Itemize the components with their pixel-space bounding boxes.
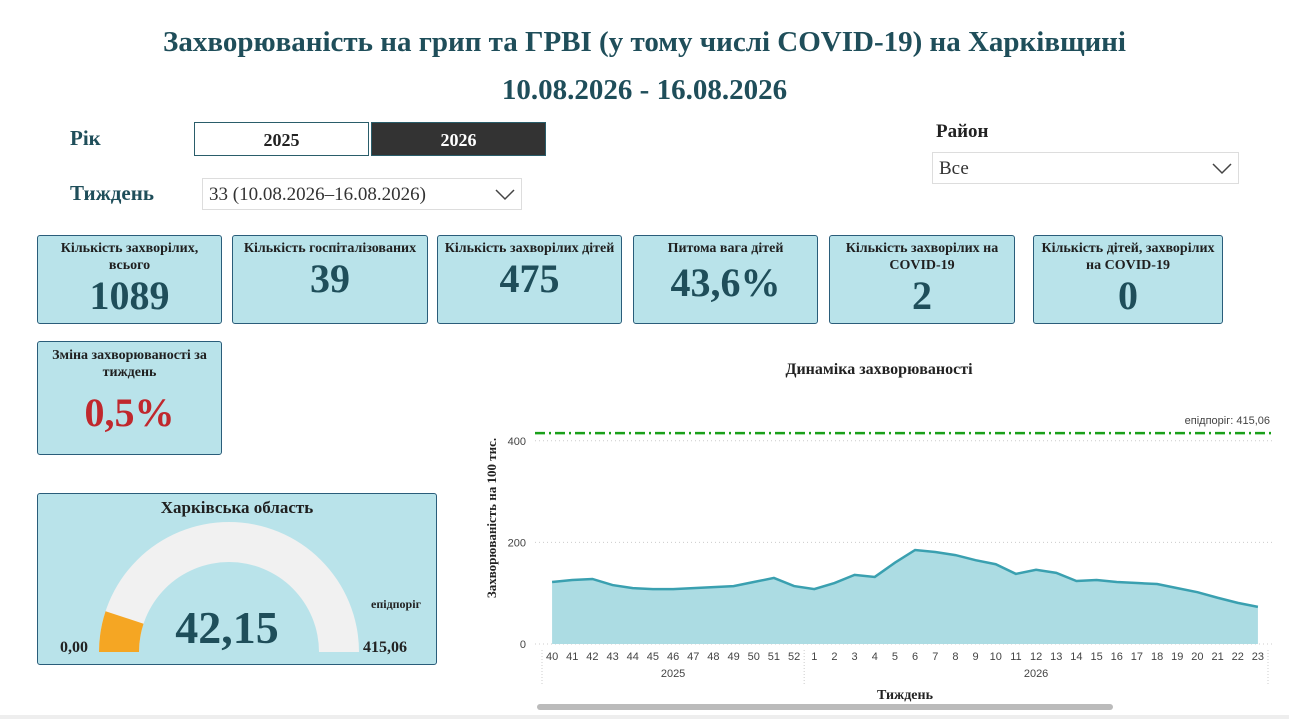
x-tick-label: 15 xyxy=(1090,651,1102,663)
week-dropdown[interactable]: 33 (10.08.2026–16.08.2026) xyxy=(202,178,522,210)
x-tick-label: 23 xyxy=(1252,651,1264,663)
kpi-card: Кількість дітей, захворілих на COVID-19 0 xyxy=(1033,235,1223,324)
scrollbar[interactable] xyxy=(537,704,1113,710)
x-tick-label: 9 xyxy=(973,651,979,663)
year-label: Рік xyxy=(70,126,101,150)
kpi-label: Кількість госпіталізованих xyxy=(243,241,417,256)
threshold-label: епідпоріг: 415,06 xyxy=(1185,415,1270,427)
area-fill xyxy=(552,550,1258,644)
kpi-value: 0 xyxy=(1118,273,1138,318)
x-tick-label: 21 xyxy=(1211,651,1223,663)
x-tick-label: 43 xyxy=(606,651,618,663)
kpi-value: 2 xyxy=(912,273,932,318)
bottom-border xyxy=(0,715,1289,719)
y-tick-label: 400 xyxy=(508,436,526,448)
y-axis-title: Захворюваність на 100 тис. xyxy=(484,438,499,598)
kpi-label: Кількість захворілих, всього xyxy=(60,241,199,273)
kpi-label: Питома вага дітей xyxy=(667,241,784,256)
x-tick-label: 2 xyxy=(831,651,837,663)
x-tick-label: 4 xyxy=(872,651,878,663)
week-label: Тиждень xyxy=(70,181,154,205)
x-tick-label: 46 xyxy=(667,651,679,663)
year-button[interactable]: 2025 xyxy=(194,122,369,156)
x-tick-label: 18 xyxy=(1151,651,1163,663)
x-tick-label: 10 xyxy=(990,651,1002,663)
x-tick-label: 50 xyxy=(748,651,760,663)
chevron xyxy=(495,189,515,201)
year-button-selected[interactable]: 2026 xyxy=(371,122,546,156)
x-tick-label: 19 xyxy=(1171,651,1183,663)
x-tick-label: 45 xyxy=(647,651,659,663)
district-label: Район xyxy=(936,121,989,142)
x-tick-label: 16 xyxy=(1111,651,1123,663)
x-tick-label: 5 xyxy=(892,651,898,663)
kpi-value: 475 xyxy=(499,256,560,301)
kpi-card: Кількість госпіталізованих 39 xyxy=(232,235,428,324)
x-tick-label: 44 xyxy=(627,651,639,663)
x-group-label: 2025 xyxy=(661,668,685,680)
x-tick-label: 7 xyxy=(932,651,938,663)
area-line xyxy=(551,548,1259,609)
kpi-card: Кількість захворілих на COVID-19 2 xyxy=(829,235,1015,324)
x-tick-label: 8 xyxy=(952,651,958,663)
change-card: Зміна захворюваності за тиждень 0,5% xyxy=(37,341,222,455)
change-label: Зміна захворюваності за тиждень xyxy=(52,348,207,380)
y-tick-label: 200 xyxy=(508,537,526,549)
chevron xyxy=(1212,163,1232,175)
x-tick-label: 52 xyxy=(788,651,800,663)
x-tick-label: 14 xyxy=(1070,651,1082,663)
week-value: 33 (10.08.2026–16.08.2026) xyxy=(209,184,426,205)
page-title: Захворюваність на грип та ГРВІ (у тому ч… xyxy=(163,26,1126,58)
y-tick-label: 0 xyxy=(520,639,526,651)
x-tick-label: 41 xyxy=(566,651,578,663)
kpi-label: Кількість дітей, захворілих на COVID-19 xyxy=(1041,241,1215,273)
x-tick-label: 6 xyxy=(912,651,918,663)
x-tick-label: 22 xyxy=(1232,651,1244,663)
district-value: Все xyxy=(939,158,969,179)
kpi-card: Кількість захворілих дітей 475 xyxy=(437,235,622,324)
district-dropdown[interactable]: Все xyxy=(932,152,1239,184)
x-tick-label: 42 xyxy=(586,651,598,663)
x-tick-label: 20 xyxy=(1191,651,1203,663)
x-tick-label: 51 xyxy=(768,651,780,663)
x-group-label: 2026 xyxy=(1024,668,1048,680)
x-tick-label: 12 xyxy=(1030,651,1042,663)
kpi-label: Кількість захворілих на COVID-19 xyxy=(845,241,999,273)
kpi-value: 1089 xyxy=(89,273,170,318)
page-period: 10.08.2026 - 16.08.2026 xyxy=(501,74,788,106)
kpi-card: Кількість захворілих, всього 1089 xyxy=(37,235,222,324)
kpi-value: 43,6% xyxy=(670,260,781,305)
kpi-label: Кількість захворілих дітей xyxy=(444,241,615,256)
x-tick-label: 48 xyxy=(707,651,719,663)
x-tick-label: 49 xyxy=(727,651,739,663)
gauge-card: Харківська область xyxy=(37,493,437,665)
kpi-card: Питома вага дітей 43,6% xyxy=(633,235,818,324)
x-tick-label: 1 xyxy=(811,651,817,663)
kpi-value: 39 xyxy=(310,256,350,301)
chart-title: Динаміка захворюваності xyxy=(785,361,973,378)
gauge-title: Харківська область xyxy=(160,498,314,517)
change-value: 0,5% xyxy=(84,390,175,435)
x-tick-label: 40 xyxy=(546,651,558,663)
x-tick-label: 3 xyxy=(852,651,858,663)
x-tick-label: 47 xyxy=(687,651,699,663)
x-tick-label: 13 xyxy=(1050,651,1062,663)
x-tick-label: 17 xyxy=(1131,651,1143,663)
x-tick-label: 11 xyxy=(1010,651,1021,663)
x-axis-title: Тиждень xyxy=(877,688,934,703)
